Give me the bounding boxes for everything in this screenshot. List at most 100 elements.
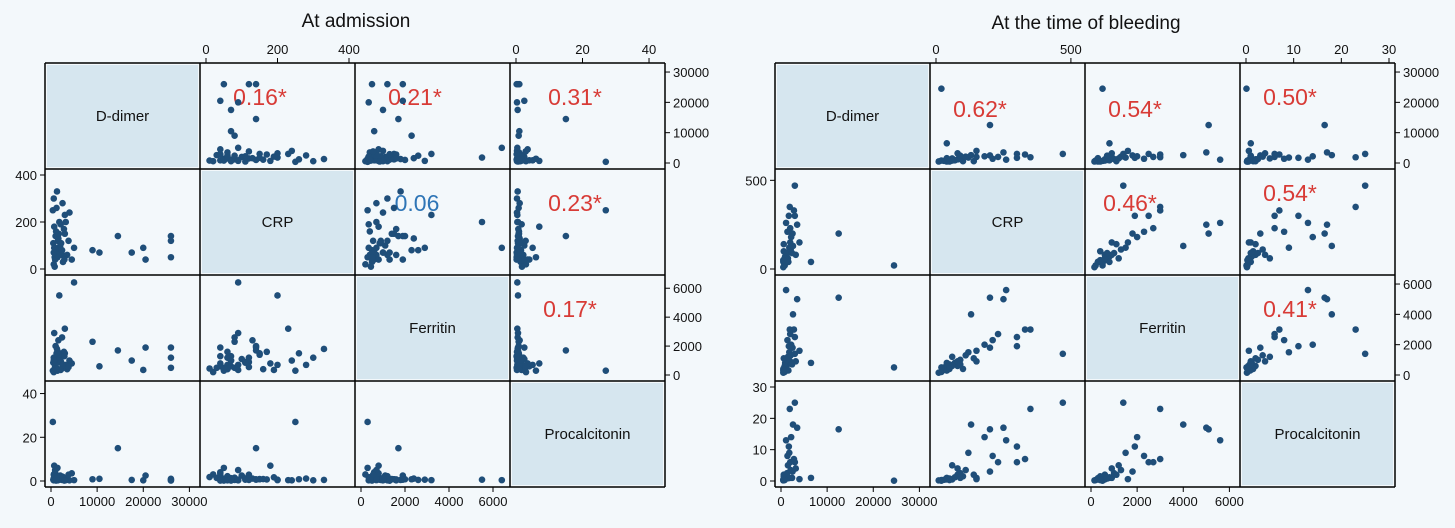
data-point: [1244, 158, 1251, 165]
data-point: [292, 367, 299, 374]
data-point: [256, 351, 263, 359]
tick-label: 10: [1286, 42, 1300, 57]
data-point: [388, 230, 396, 238]
data-point: [245, 354, 253, 361]
data-point: [780, 240, 788, 248]
correlation-label: 0.62*: [953, 96, 1007, 122]
data-point: [785, 212, 793, 220]
data-point: [379, 209, 387, 216]
data-point: [994, 153, 1002, 161]
left-panel-title: At admission: [302, 11, 411, 32]
data-point: [302, 361, 310, 369]
tick-label: 10000: [79, 494, 115, 509]
data-point: [53, 204, 60, 212]
data-point: [213, 364, 221, 372]
data-point: [259, 475, 267, 483]
data-point: [224, 149, 231, 156]
data-point: [1122, 449, 1129, 457]
data-point: [948, 462, 956, 469]
data-point: [365, 99, 373, 106]
data-point: [986, 468, 994, 475]
data-point: [1113, 471, 1120, 479]
data-point: [1295, 212, 1302, 220]
data-point: [1099, 262, 1106, 269]
data-point: [1091, 263, 1098, 271]
data-point: [1103, 249, 1111, 257]
data-point: [514, 211, 521, 219]
data-point: [1285, 348, 1293, 356]
data-point: [220, 364, 228, 372]
tick-label: 2000: [1403, 338, 1432, 353]
data-point: [1027, 153, 1034, 161]
data-point: [114, 444, 122, 452]
data-point: [478, 476, 486, 483]
data-point: [1244, 365, 1251, 373]
tick-label: 0: [202, 42, 209, 57]
data-point: [1096, 247, 1104, 255]
data-point: [1091, 158, 1098, 165]
data-point: [1179, 151, 1187, 159]
tick-label: 0: [1403, 368, 1410, 383]
data-point: [946, 476, 953, 484]
data-point: [1103, 152, 1111, 160]
data-point: [786, 224, 794, 232]
data-point: [217, 97, 224, 105]
data-point: [782, 219, 790, 227]
data-point: [890, 364, 898, 371]
data-point: [1013, 342, 1021, 350]
tick-label: 0: [760, 262, 767, 277]
data-point: [367, 263, 375, 270]
data-point: [784, 452, 791, 460]
data-point: [167, 364, 175, 372]
tick-label: 20000: [673, 95, 709, 110]
data-point: [227, 363, 235, 370]
data-point: [994, 330, 1002, 338]
data-point: [167, 344, 175, 351]
data-point: [245, 148, 253, 155]
data-point: [522, 148, 529, 155]
data-point: [515, 365, 523, 373]
data-point: [522, 363, 529, 371]
data-point: [943, 139, 951, 147]
tick-label: 400: [15, 168, 37, 183]
data-point: [53, 188, 61, 195]
data-point: [782, 286, 790, 294]
data-point: [1145, 212, 1152, 220]
scatter-matrix-bleeding: D-dimer 0.62* 0.54* 0.50* CRP 0.46* 0.54* Ferri…: [745, 42, 1439, 509]
data-point: [1129, 468, 1136, 475]
data-point: [54, 464, 61, 472]
data-point: [513, 256, 520, 263]
data-point: [1361, 182, 1369, 189]
data-point: [786, 405, 794, 413]
data-point: [1261, 149, 1269, 157]
data-point: [379, 106, 387, 114]
data-point: [399, 476, 407, 483]
data-point: [252, 444, 260, 452]
right-panel-title: At the time of bleeding: [991, 13, 1180, 34]
data-point: [428, 476, 435, 484]
data-point: [1099, 85, 1106, 93]
data-point: [786, 330, 794, 338]
variable-label: Ferritin: [1139, 320, 1186, 337]
data-point: [1309, 233, 1317, 241]
data-point: [234, 476, 242, 483]
data-point: [1156, 405, 1164, 413]
data-point: [370, 127, 378, 135]
data-point: [1021, 151, 1029, 158]
data-point: [227, 157, 235, 165]
data-point: [242, 158, 249, 165]
data-point: [410, 235, 418, 242]
data-point: [1259, 246, 1266, 253]
data-point: [791, 399, 799, 406]
tick-label: 20000: [125, 494, 161, 509]
data-point: [522, 237, 529, 245]
data-point: [52, 342, 59, 350]
data-point: [217, 470, 224, 477]
data-point: [524, 256, 531, 263]
data-point: [421, 244, 429, 252]
data-point: [973, 147, 980, 155]
data-point: [498, 476, 506, 484]
data-point: [1140, 228, 1148, 236]
correlation-label: 0.50*: [1263, 84, 1317, 110]
data-point: [532, 155, 540, 163]
